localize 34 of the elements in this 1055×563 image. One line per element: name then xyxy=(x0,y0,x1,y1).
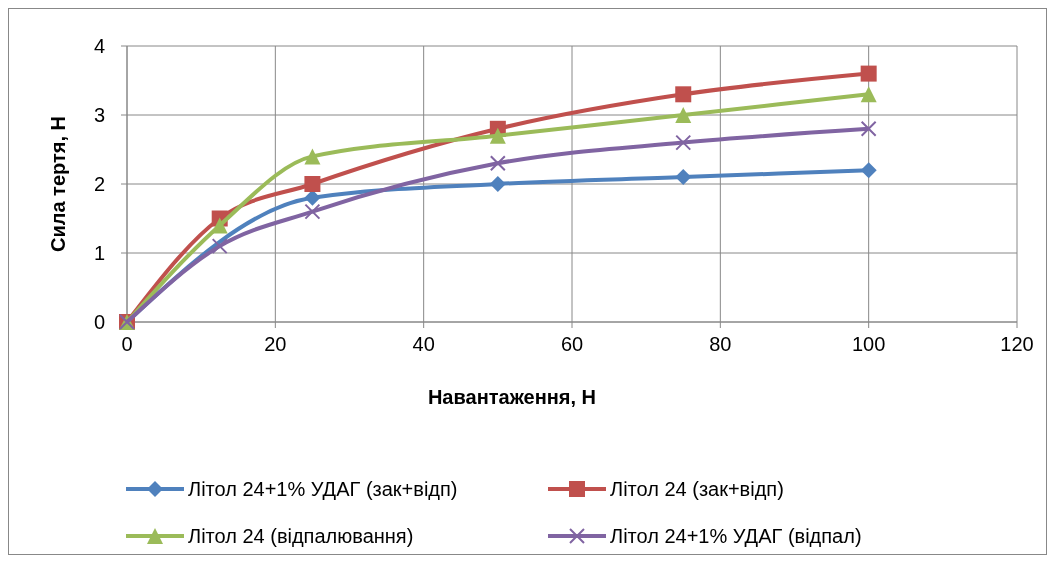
point xyxy=(675,169,692,186)
point xyxy=(675,107,692,123)
x-tick-label: 0 xyxy=(121,333,133,355)
point xyxy=(304,148,321,165)
y-tick-label: 3 xyxy=(93,104,105,126)
point xyxy=(211,238,228,255)
x-tick-label: 60 xyxy=(560,333,584,355)
point xyxy=(860,120,877,137)
legend-label: Літол 24 (зак+відп) xyxy=(610,478,784,500)
point xyxy=(304,176,321,192)
point xyxy=(304,203,321,220)
legend-label: Літол 24 (відпалювання) xyxy=(188,525,414,547)
y-axis-title: Сила тертя, Н xyxy=(47,115,69,253)
y-tick-label: 4 xyxy=(93,35,105,57)
point xyxy=(860,65,877,82)
x-tick-label: 100 xyxy=(851,333,886,355)
y-tick-label: 0 xyxy=(93,311,105,333)
x-tick-label: 20 xyxy=(264,333,287,355)
point xyxy=(860,86,877,103)
y-tick-label: 2 xyxy=(93,173,105,195)
point xyxy=(489,176,506,192)
x-tick-label: 40 xyxy=(412,333,435,355)
point xyxy=(860,162,877,179)
x-axis-title: Навантаження, Н xyxy=(427,386,597,408)
point xyxy=(489,155,506,172)
point xyxy=(675,86,692,103)
x-tick-label: 120 xyxy=(1000,333,1034,355)
legend-label: Літол 24+1% УДАГ (зак+відп) xyxy=(188,478,458,500)
point xyxy=(211,217,228,234)
x-tick-label: 80 xyxy=(709,333,732,355)
y-tick-label: 1 xyxy=(93,242,105,264)
point xyxy=(489,127,506,144)
legend-label: Літол 24+1% УДАГ (відпал) xyxy=(610,525,862,547)
point xyxy=(675,134,692,151)
